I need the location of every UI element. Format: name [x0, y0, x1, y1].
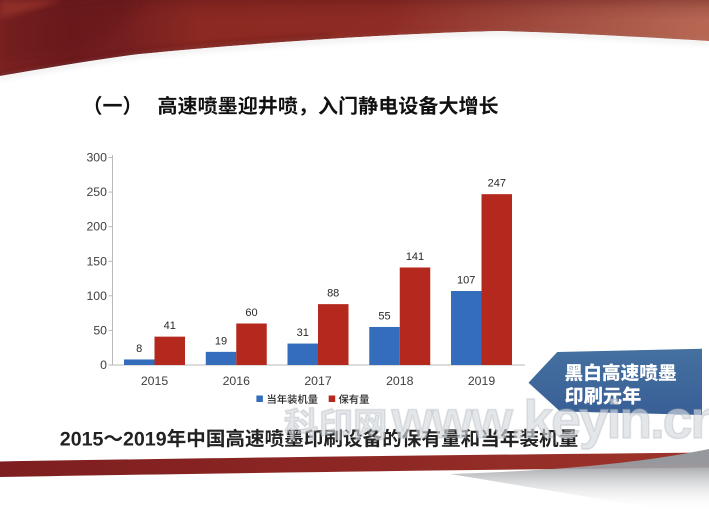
svg-text:247: 247	[488, 178, 506, 190]
svg-text:2018: 2018	[386, 374, 414, 388]
svg-text:250: 250	[86, 185, 107, 199]
svg-text:2017: 2017	[304, 374, 332, 388]
svg-text:41: 41	[164, 320, 176, 332]
svg-text:50: 50	[93, 323, 107, 337]
svg-text:55: 55	[378, 311, 390, 323]
svg-text:31: 31	[297, 327, 309, 339]
svg-text:88: 88	[327, 288, 339, 300]
svg-text:107: 107	[457, 275, 475, 287]
svg-text:141: 141	[406, 251, 424, 263]
svg-text:2015: 2015	[141, 374, 169, 388]
svg-text:0: 0	[100, 358, 107, 372]
svg-text:19: 19	[215, 335, 227, 347]
svg-text:150: 150	[86, 254, 107, 268]
svg-text:2019: 2019	[468, 374, 496, 388]
svg-text:8: 8	[136, 343, 142, 355]
svg-text:200: 200	[86, 220, 107, 234]
svg-text:300: 300	[86, 151, 107, 165]
svg-text:100: 100	[86, 289, 107, 303]
svg-text:60: 60	[245, 307, 257, 319]
svg-text:2016: 2016	[223, 374, 251, 388]
